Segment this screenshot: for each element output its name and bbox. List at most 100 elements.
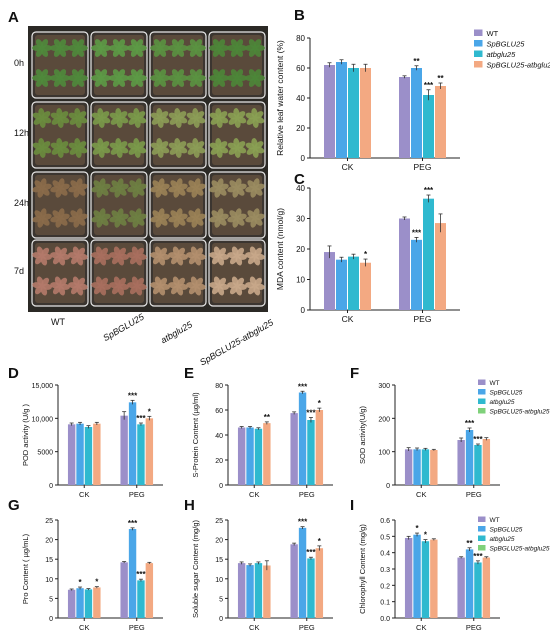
bar xyxy=(404,537,413,618)
chart-e: 0 20 40 60 80 S-Protein Content (µg/ml) CK ** PE… xyxy=(191,382,333,499)
chart-h: 0 5 10 15 20 25 Soluble sugar Content (mg/g) CK… xyxy=(191,518,333,632)
bar xyxy=(465,430,474,485)
photo-pot xyxy=(208,101,266,169)
bar xyxy=(411,239,422,310)
legend-entry: SpBGLU25-atbglu25 xyxy=(487,61,550,70)
bar xyxy=(298,527,307,618)
legend-swatch xyxy=(478,398,486,404)
y-tick-label: 5000 xyxy=(37,450,53,457)
legend-entry: SpBGLU25 xyxy=(490,527,523,534)
y-tick-label: 20 xyxy=(215,458,223,465)
bar xyxy=(435,223,446,310)
photo-pot xyxy=(208,31,266,99)
bar xyxy=(93,423,101,485)
bar xyxy=(336,62,347,158)
bar xyxy=(474,562,482,618)
significance-mark: *** xyxy=(473,435,483,444)
y-axis-label: MDA content (nmol/g) xyxy=(275,208,285,290)
y-axis-label: POD activity (U/g ) xyxy=(21,403,30,466)
panel-letter: G xyxy=(8,497,20,514)
bar xyxy=(411,68,422,158)
bar xyxy=(423,198,434,310)
panel-letter: E xyxy=(184,365,194,382)
genotype-label: SpBGLU25-atbglu25 xyxy=(198,317,276,368)
legend-swatch xyxy=(478,379,486,385)
significance-mark: *** xyxy=(136,570,146,579)
significance-mark: * xyxy=(318,399,322,408)
photo-pot xyxy=(149,101,207,169)
chart-d: 0 5000 10,000 15,000 POD activity (U/g ) CK PE… xyxy=(21,383,163,499)
legend-swatch xyxy=(478,516,486,522)
bar xyxy=(457,557,465,618)
bar xyxy=(137,580,145,618)
y-tick-label: 0.0 xyxy=(380,616,390,623)
photo-pot xyxy=(31,101,89,169)
legend-entry: WT xyxy=(490,517,500,524)
y-tick-label: 20 xyxy=(215,538,223,545)
legend-swatch xyxy=(478,389,486,395)
x-tick-label: CK xyxy=(416,490,426,499)
bar xyxy=(128,402,137,485)
x-tick-label: PEG xyxy=(466,490,482,499)
x-tick-label: CK xyxy=(79,623,89,632)
photo-pot xyxy=(208,239,266,307)
bar xyxy=(324,252,335,310)
y-tick-label: 80 xyxy=(296,34,305,43)
y-tick-label: 10 xyxy=(45,577,53,584)
bar xyxy=(263,423,271,485)
photo-pot xyxy=(90,239,148,307)
significance-mark: *** xyxy=(136,414,146,423)
bar xyxy=(76,588,84,618)
legend-entry: SpBGLU25 xyxy=(487,40,526,49)
significance-mark: * xyxy=(318,537,322,546)
y-tick-label: 80 xyxy=(215,383,223,390)
bar xyxy=(457,440,465,485)
legend-entry: atbglu25 xyxy=(490,399,515,406)
legend-entry: SpBGLU25 xyxy=(490,390,523,397)
significance-mark: *** xyxy=(306,409,316,418)
y-tick-label: 10 xyxy=(215,577,223,584)
significance-mark: *** xyxy=(298,518,308,527)
panel-letter: B xyxy=(294,7,305,24)
y-tick-label: 30 xyxy=(296,215,305,224)
legend-swatch xyxy=(478,526,486,532)
legend-swatch xyxy=(474,40,483,47)
time-label: 0h xyxy=(14,58,24,68)
legend-entry: atbglu25 xyxy=(487,50,517,59)
bar xyxy=(423,95,434,158)
x-tick-label: PEG xyxy=(129,490,145,499)
bar xyxy=(93,587,101,618)
bar xyxy=(137,424,145,485)
x-tick-label: PEG xyxy=(414,162,432,172)
y-tick-label: 300 xyxy=(378,383,390,390)
bar xyxy=(413,449,421,485)
significance-mark: * xyxy=(424,531,428,540)
legend-entry: WT xyxy=(487,29,499,38)
photo-pot xyxy=(31,31,89,99)
legend: WT SpBGLU25 atbglu25 SpBGLU25-atbglu25 xyxy=(478,516,550,553)
panel-labels: WTSpBGLU25atbglu25SpBGLU25-atbglu25WTSpB… xyxy=(8,7,550,553)
y-tick-label: 0 xyxy=(49,483,53,490)
legend-entry: atbglu25 xyxy=(490,536,515,543)
y-axis-label: Relative leaf water content (%) xyxy=(275,40,285,156)
significance-mark: *** xyxy=(424,81,434,90)
chart-f: 0 100 200 300 SOD activity(U/g) CK PEG *** *** xyxy=(358,383,500,499)
significance-mark: *** xyxy=(128,391,138,400)
significance-mark: *** xyxy=(298,382,308,391)
bar xyxy=(404,449,413,485)
bar xyxy=(237,563,246,618)
x-tick-label: PEG xyxy=(299,490,315,499)
significance-mark: ** xyxy=(264,413,271,422)
bar xyxy=(360,262,371,310)
y-tick-label: 200 xyxy=(378,416,390,423)
x-tick-label: CK xyxy=(249,623,259,632)
panel-letter: C xyxy=(294,171,305,188)
y-tick-label: 0 xyxy=(219,616,223,623)
x-tick-label: PEG xyxy=(129,623,145,632)
y-tick-label: 0.2 xyxy=(380,583,390,590)
y-axis-label: Soluble sugar Content (mg/g) xyxy=(191,520,200,618)
significance-mark: *** xyxy=(306,548,316,557)
x-tick-label: PEG xyxy=(299,623,315,632)
x-tick-label: CK xyxy=(342,314,354,324)
bar xyxy=(84,427,93,485)
